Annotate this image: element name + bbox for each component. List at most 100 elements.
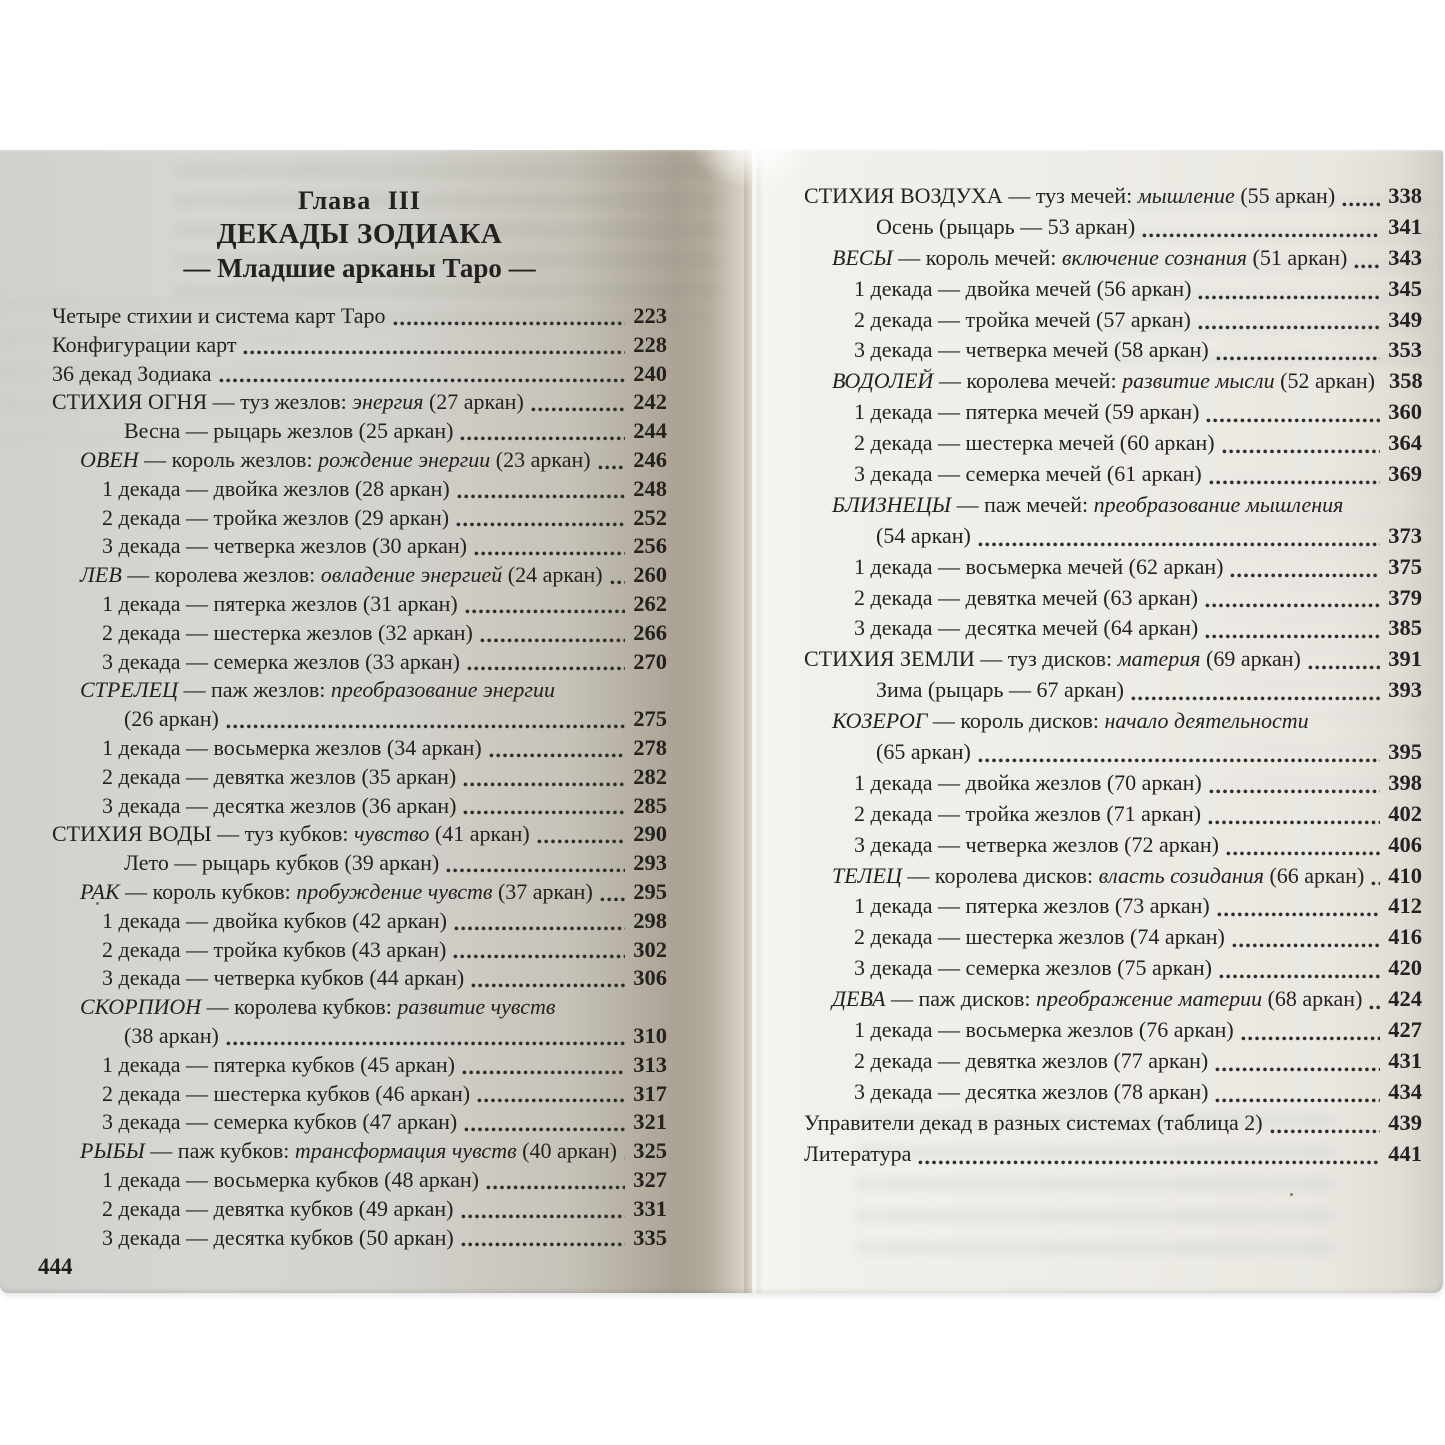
toc-leader-dots [911,1139,1388,1170]
toc-page-number: 252 [633,504,667,530]
toc-leader-dots [1208,1046,1388,1077]
toc-entry: РЫБЫ — паж кубков: трансформация чувств … [52,1137,667,1166]
toc-entry: 1 декада — восьмерка мечей (62 аркан) 375 [804,552,1422,583]
toc-entry-label: 2 декада — девятка жезлов (35 аркан) [102,763,457,789]
toc-entry: 2 декада — тройка жезлов (29 аркан) 252 [52,504,667,533]
toc-leader-dots [467,532,633,561]
toc-entry: 3 декада — десятка жезлов (36 аркан) 285 [52,792,667,821]
toc-leader-dots [455,1051,633,1080]
toc-page-number: 420 [1388,955,1422,981]
toc-page-number: 256 [633,533,667,559]
toc-leader-dots [1215,428,1389,459]
toc-entry-label: 3 декада — четверка жезлов (72 аркан) [854,831,1219,857]
toc-entry: 1 декада — двойка жезлов (28 аркан) 248 [52,475,667,504]
toc-entry: (38 аркан) 310 [52,1022,667,1051]
toc-entry-label: 2 декада — тройка жезлов (71 аркан) [854,800,1202,826]
dust-speck [1290,1193,1293,1196]
toc-entry: ДЕВА — паж дисков: преображение материи … [804,984,1422,1015]
dust-speck [96,902,99,905]
toc-leader-dots [479,1166,633,1195]
toc-page-number: 275 [633,706,667,732]
toc-entry: РАК — король кубков: пробуждение чувств … [52,878,667,907]
toc-entry: 1 декада — пятерка кубков (45 аркан) 313 [52,1051,667,1080]
toc-leader-dots [1209,335,1389,366]
toc-entry: КОЗЕРОГ — король дисков: начало деятельн… [804,706,1422,737]
toc-page-number: 424 [1388,986,1422,1012]
toc-leader-dots [1124,675,1388,706]
toc-entry-label: 3 декада — четверка жезлов (30 аркан) [102,533,467,559]
toc-leader-dots [446,936,633,965]
toc-page-number: 331 [633,1195,667,1221]
toc-leader-dots [450,475,634,504]
toc-entry-label: ТЕЛЕЦ — королева дисков: власть созидани… [832,862,1365,888]
toc-page-number: 244 [633,418,667,444]
toc-page-number: 317 [633,1080,667,1106]
toc-leader-dots [971,521,1388,552]
toc-entry-label: РАК — король кубков: пробуждение чувств … [80,878,593,904]
toc-leader-dots [464,964,633,993]
toc-page-number: 364 [1388,430,1422,456]
toc-entry: ЛЕВ — королева жезлов: овладение энергие… [52,561,667,590]
toc-entry-label: (54 аркан) [876,522,971,548]
book-spread: Глава III ДЕКАДЫ ЗОДИАКА — Младшие аркан… [0,148,1443,1293]
toc-page-number: 410 [1388,862,1422,888]
toc-page-number: 412 [1388,893,1422,919]
toc-leader-dots [456,763,633,792]
toc-page-number: 379 [1388,584,1422,610]
toc-entry-label: СТИХИЯ ВОЗДУХА — туз мечей: мышление (55… [804,183,1336,208]
toc-leader-dots [1212,953,1388,984]
toc-entry: 2 декада — шестерка жезлов (32 аркан) 266 [52,619,667,648]
toc-page-number: 391 [1388,646,1422,672]
toc-entry-label: 1 декада — двойка жезлов (28 аркан) [102,475,450,501]
toc-leader-dots [1198,583,1388,614]
toc-entry: 1 декада — двойка кубков (42 аркан) 298 [52,907,667,936]
toc-leader-dots [386,302,634,331]
toc-entry-label: 2 декада — шестерка жезлов (74 аркан) [854,924,1225,950]
toc-leader-dots [603,561,634,590]
toc-entry-label: (38 аркан) [124,1022,219,1048]
toc-page-number: 439 [1388,1109,1422,1135]
toc-entry: 1 декада — восьмерка кубков (48 аркан) 32… [52,1166,667,1195]
toc-leader-dots [482,734,634,763]
toc-page-number: 395 [1388,739,1422,765]
toc-entry: 3 декада — семерка жезлов (33 аркан) 270 [52,648,667,677]
toc-page-number: 310 [633,1022,667,1048]
toc-entry: СТИХИЯ ВОДЫ — туз кубков: чувство (41 ар… [52,820,667,849]
toc-entry: 2 декада — девятка мечей (63 аркан) 379 [804,583,1422,614]
page-number: 444 [38,1254,73,1279]
toc-entry: 3 декада — четверка жезлов (30 аркан) 256 [52,532,667,561]
toc-entry-label: Конфигурации карт [52,331,237,357]
toc-page-number: 260 [633,562,667,588]
toc-entry: 3 декада — четверка жезлов (72 аркан) 406 [804,830,1422,861]
toc-entry: ТЕЛЕЦ — королева дисков: власть созидани… [804,861,1422,892]
toc-entry-label: 2 декада — девятка кубков (49 аркан) [102,1195,454,1221]
toc-page-number: 266 [633,619,667,645]
toc-leader-dots [593,878,633,907]
toc-entry: 2 декада — тройка жезлов (71 аркан) 402 [804,799,1422,830]
toc-entry-label: 3 декада — семерка кубков (47 аркан) [102,1109,458,1135]
toc-entry-label: ЛЕВ — королева жезлов: овладение энергие… [80,562,603,588]
toc-entry: Управители декад в разных системах (табл… [804,1108,1422,1139]
toc-entry: 1 декада — пятерка жезлов (73 аркан) 412 [804,891,1422,922]
toc-entry: 36 декад Зодиака 240 [52,360,667,389]
toc-page-number: 228 [633,331,667,357]
toc-page-number: 321 [633,1109,667,1135]
toc-entry: 1 декада — двойка мечей (56 аркан) 345 [804,274,1422,305]
toc-entry-label: 3 декада — десятка кубков (50 аркан) [102,1224,454,1250]
toc-page-number: 270 [633,648,667,674]
toc-entry: ВОДОЛЕЙ — королева мечей: развитие мысли… [804,366,1423,397]
toc-entry-label: 3 декада — семерка мечей (61 аркан) [854,461,1202,487]
toc-entry-label: 3 декада — десятка мечей (64 аркан) [854,615,1199,641]
toc-leader-dots [449,504,633,533]
toc-leader-dots [212,360,634,389]
toc-page-number: 341 [1388,213,1422,239]
toc-entry: 2 декада — тройка кубков (43 аркан) 302 [52,936,667,965]
toc-leader-dots [236,331,633,360]
toc-page-number: 402 [1388,800,1422,826]
toc-page-number: 385 [1388,615,1422,641]
toc-entry-label: 2 декада — девятка мечей (63 аркан) [854,584,1198,610]
toc-entry: ОВЕН — король жезлов: рождение энергии (… [52,446,667,475]
toc-leader-dots [1301,644,1388,675]
toc-leader-dots [1208,1077,1388,1108]
